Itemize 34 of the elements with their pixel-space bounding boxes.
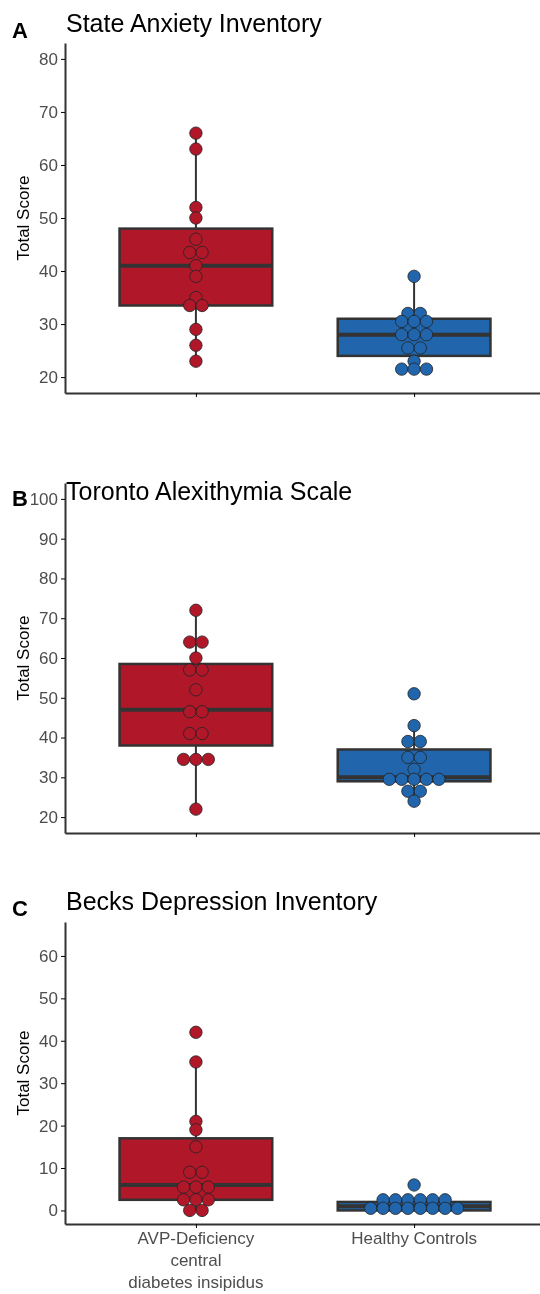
text: C	[12, 896, 29, 921]
y-tick-label: 40	[39, 728, 58, 748]
y-tick-label: 30	[39, 768, 58, 788]
y-tick-label: 30	[39, 1074, 58, 1094]
x-tick-label: AVP-Deficiency central diabetes insipidus	[128, 1229, 264, 1292]
chart-title: State Anxiety Inventory	[66, 9, 323, 37]
chart-title: Becks Depression Inventory	[66, 887, 378, 915]
y-tick-label: 70	[39, 102, 58, 122]
y-tick-label: 70	[39, 609, 58, 629]
y-tick-label: 40	[39, 261, 58, 281]
y-tick-label: 20	[39, 1116, 58, 1136]
y-tick-label: 80	[39, 49, 58, 69]
y-tick-label: 30	[39, 315, 58, 334]
y-tick-label: 80	[39, 569, 58, 589]
y-tick-label: 60	[39, 155, 58, 175]
text: A	[12, 18, 29, 43]
y-tick-label: 50	[39, 989, 58, 1009]
y-tick-label: 20	[39, 808, 58, 828]
x-tick-label: Healthy Controls	[351, 1229, 477, 1248]
y-tick-label: 40	[39, 1031, 58, 1051]
y-axis-title: Total Score	[14, 175, 33, 261]
chart-title: Toronto Alexithymia Scale	[66, 477, 353, 505]
y-tick-label: 50	[39, 208, 58, 228]
y-axis-title: Total Score	[14, 615, 33, 701]
text: B	[12, 486, 28, 511]
y-axis-title: Total Score	[14, 1030, 33, 1116]
y-tick-label: 100	[29, 489, 58, 509]
y-tick-label: 60	[39, 648, 58, 668]
y-tick-label: 60	[39, 946, 58, 966]
y-tick-label: 20	[39, 368, 58, 388]
y-tick-label: 0	[48, 1201, 58, 1221]
y-tick-label: 90	[39, 529, 58, 549]
y-tick-label: 50	[39, 688, 58, 708]
y-tick-label: 10	[39, 1158, 58, 1178]
